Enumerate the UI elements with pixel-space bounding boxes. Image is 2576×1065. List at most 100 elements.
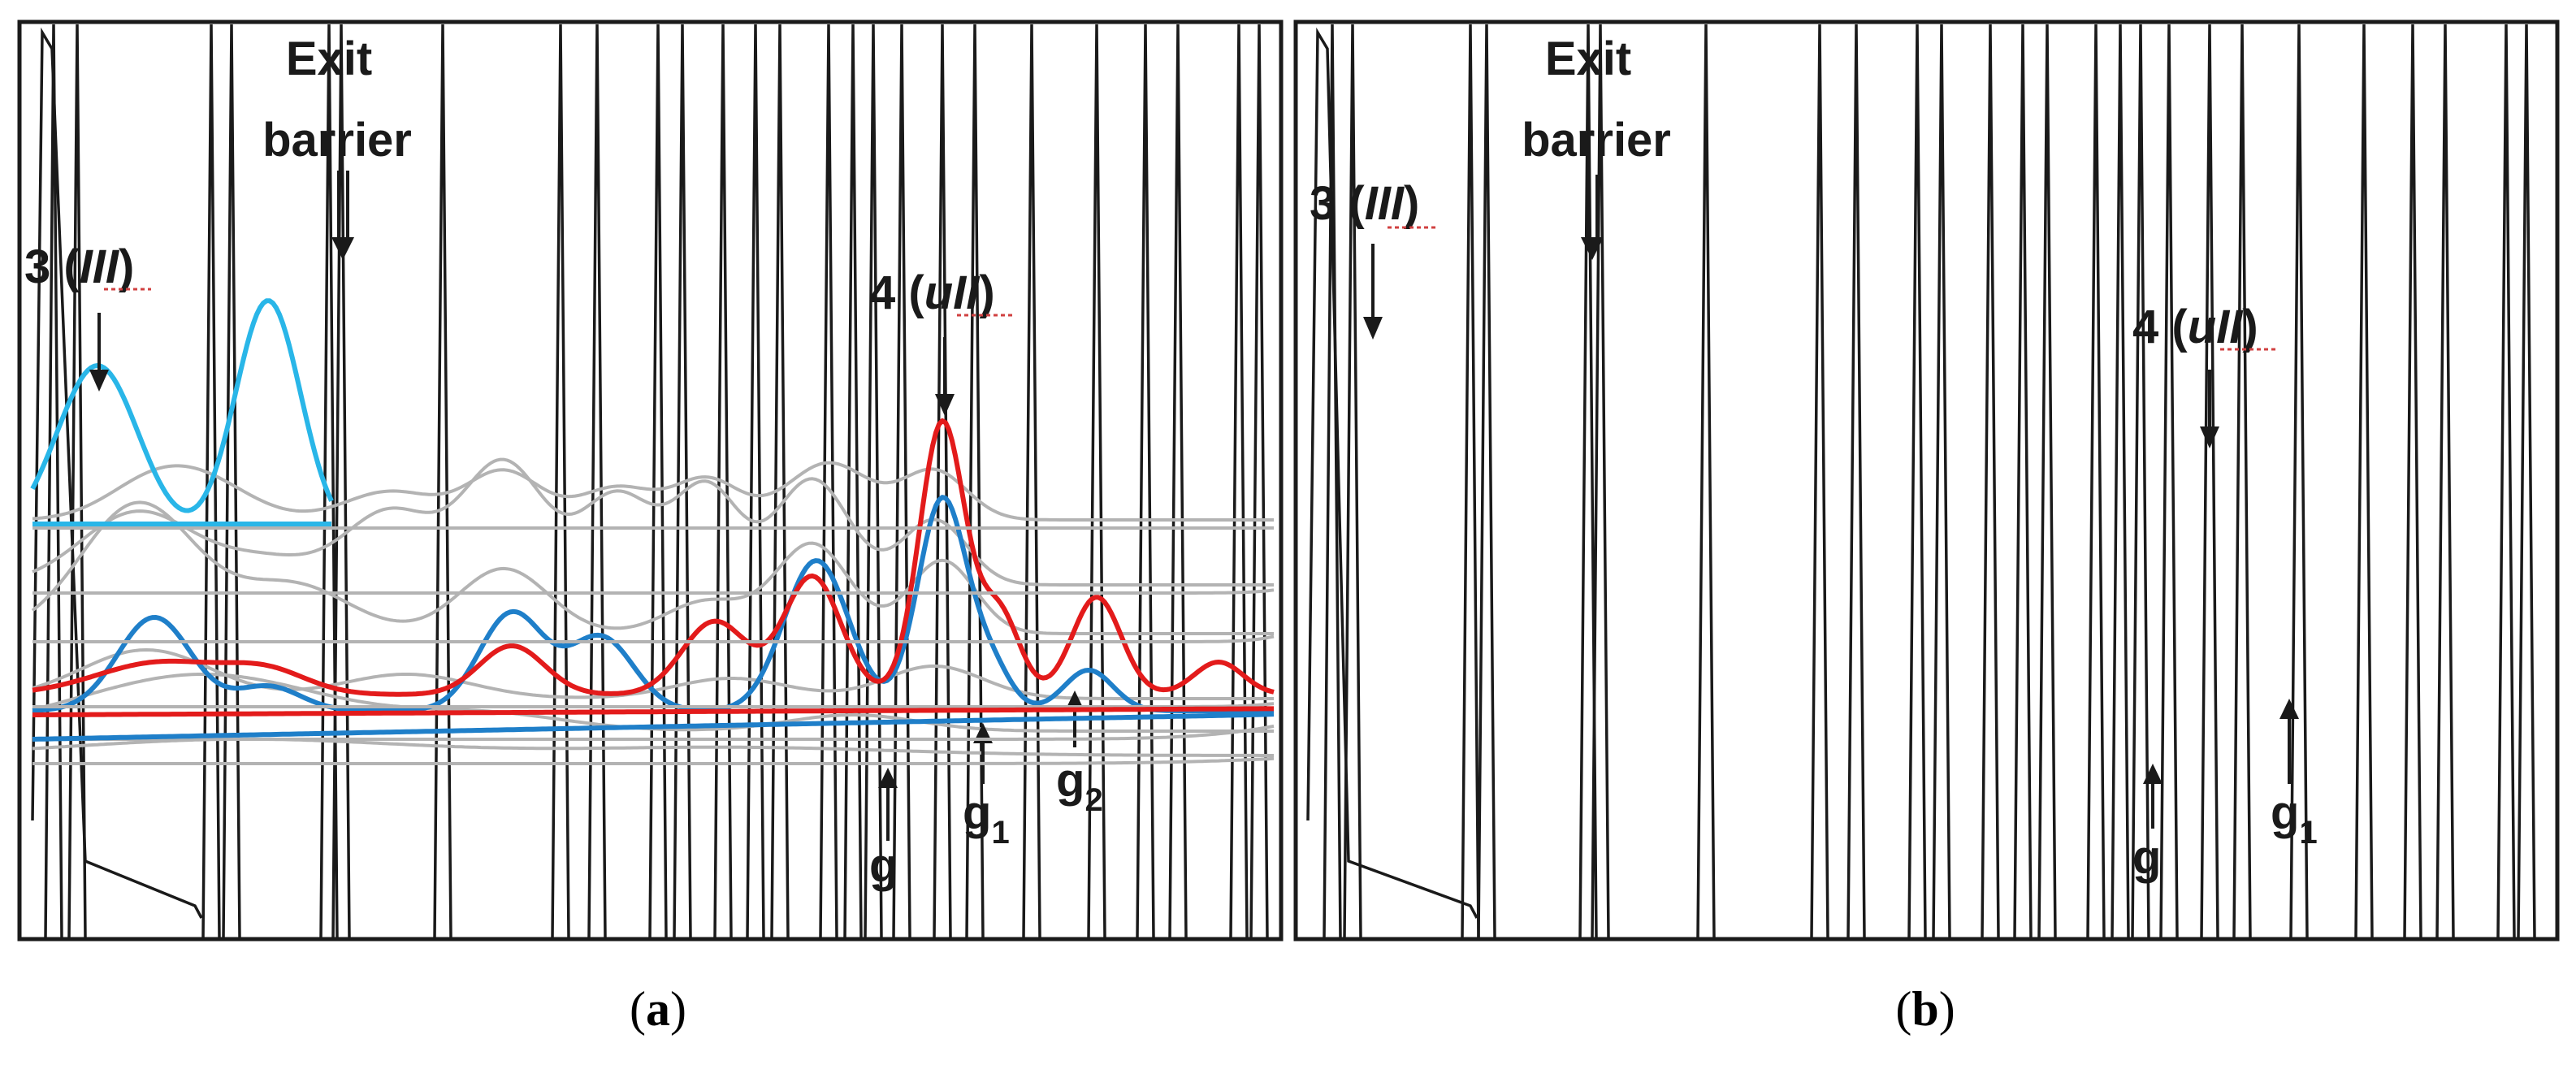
vertical-trace — [1907, 24, 1927, 939]
vertical-trace — [2086, 24, 2106, 939]
g-arrow — [878, 768, 898, 841]
vertical-trace — [31, 27, 203, 919]
exit-label-line1: Exit — [1545, 32, 1631, 85]
peak-4-arrow — [2200, 370, 2219, 448]
peak-3-label: 3 (III) — [1310, 177, 1419, 230]
vertical-trace — [2111, 24, 2130, 939]
vertical-trace — [1932, 24, 1951, 939]
plot-area-a — [30, 24, 1275, 939]
peak-4-label: 4 (uII) — [869, 266, 995, 319]
gray-trace — [32, 702, 1275, 708]
vertical-trace — [1810, 24, 1829, 939]
peak-3-close: ) — [1404, 177, 1419, 230]
g-label: g — [2132, 831, 2161, 884]
blue-trace — [32, 495, 1274, 713]
vertical-trace — [770, 24, 790, 939]
vertical-trace — [819, 24, 838, 939]
vertical-trace — [1323, 24, 1342, 939]
g2-sub: 2 — [1085, 782, 1102, 818]
g1-base: g — [963, 786, 991, 839]
gray-trace — [31, 500, 1274, 635]
peak-4-num: 4 ( — [869, 266, 924, 319]
vertical-trace — [843, 24, 863, 939]
peak-3-arrow — [1363, 244, 1383, 340]
cyan-trace — [30, 298, 334, 513]
peak-3-num: 3 ( — [1310, 177, 1365, 230]
peak-3-arrow — [89, 313, 109, 392]
exit-label-line2: barrier — [1522, 114, 1671, 167]
panel-a-frame — [17, 19, 1284, 942]
gray-trace — [32, 756, 1275, 765]
g1-base: g — [2271, 786, 2299, 839]
peak-3-label: 3 (III) — [24, 240, 134, 293]
panel-a-caption: (a) — [630, 982, 686, 1036]
g1-sub: 1 — [2299, 815, 2317, 851]
vertical-trace — [2435, 24, 2455, 939]
vertical-trace — [746, 24, 765, 939]
gray-trace — [32, 461, 1274, 522]
vertical-trace — [1591, 24, 1610, 939]
blue-trace — [32, 712, 1275, 742]
g1-label: g1 — [2271, 786, 2318, 851]
peak-4-close: ) — [2242, 301, 2258, 353]
peak-4-roman: uII — [924, 266, 981, 319]
g1-arrow — [2279, 699, 2299, 784]
g1-label: g1 — [963, 786, 1010, 851]
gray-trace — [32, 724, 1275, 741]
g1-sub: 1 — [991, 815, 1009, 851]
vertical-trace — [1136, 24, 1155, 939]
exit-arrow — [1581, 175, 1604, 260]
panel-a-caption-letter: a — [646, 982, 670, 1036]
vertical-trace — [2159, 24, 2179, 939]
vertical-trace — [1229, 24, 1249, 939]
vertical-trace — [1168, 24, 1188, 939]
red-trace — [32, 706, 1274, 717]
vertical-trace — [67, 24, 87, 939]
vertical-trace — [433, 24, 452, 939]
peak-3-close: ) — [119, 240, 134, 293]
gray-trace — [32, 457, 1274, 587]
peak-3-num: 3 ( — [24, 240, 80, 293]
gray-trace — [32, 634, 1275, 643]
vertical-trace — [713, 24, 733, 939]
vertical-trace — [2354, 24, 2374, 939]
exit-label-line2: barrier — [262, 114, 412, 167]
vertical-trace — [1981, 24, 2000, 939]
vertical-trace — [1461, 24, 1480, 939]
g-arrow — [2143, 764, 2163, 829]
vertical-trace — [331, 24, 351, 939]
vertical-trace — [44, 24, 63, 939]
vertical-trace — [1306, 27, 1478, 919]
peak-4-label: 4 (uII) — [2132, 301, 2258, 353]
peak-4-arrow — [935, 337, 955, 416]
panel-b-frame — [1293, 19, 2560, 942]
vertical-trace — [201, 24, 221, 939]
vertical-trace — [1249, 24, 1269, 939]
exit-arrow — [331, 171, 354, 260]
vertical-trace — [648, 24, 668, 939]
gray-trace — [32, 588, 1275, 595]
vertical-trace — [2200, 24, 2219, 939]
vertical-trace — [2496, 24, 2516, 939]
vertical-trace — [1696, 24, 1716, 939]
vertical-trace — [1022, 24, 1041, 939]
vertical-trace — [587, 24, 607, 939]
vertical-trace — [673, 24, 692, 939]
vertical-trace — [965, 24, 985, 939]
red-trace — [32, 418, 1275, 697]
peak-4-roman: uII — [2188, 301, 2245, 353]
panel-b-caption-letter: b — [1911, 982, 1938, 1036]
vertical-trace — [2232, 24, 2252, 939]
peak-4-num: 4 ( — [2132, 301, 2188, 353]
vertical-trace — [2131, 24, 2150, 939]
vertical-trace — [222, 24, 241, 939]
vertical-trace — [1477, 24, 1496, 939]
vertical-trace — [1846, 24, 1866, 939]
vertical-trace — [2403, 24, 2422, 939]
vertical-trace — [864, 24, 883, 939]
vertical-trace — [2037, 24, 2057, 939]
g-label: g — [869, 839, 898, 892]
vertical-trace — [2517, 24, 2536, 939]
panel-b-caption: (b) — [1895, 982, 1955, 1036]
